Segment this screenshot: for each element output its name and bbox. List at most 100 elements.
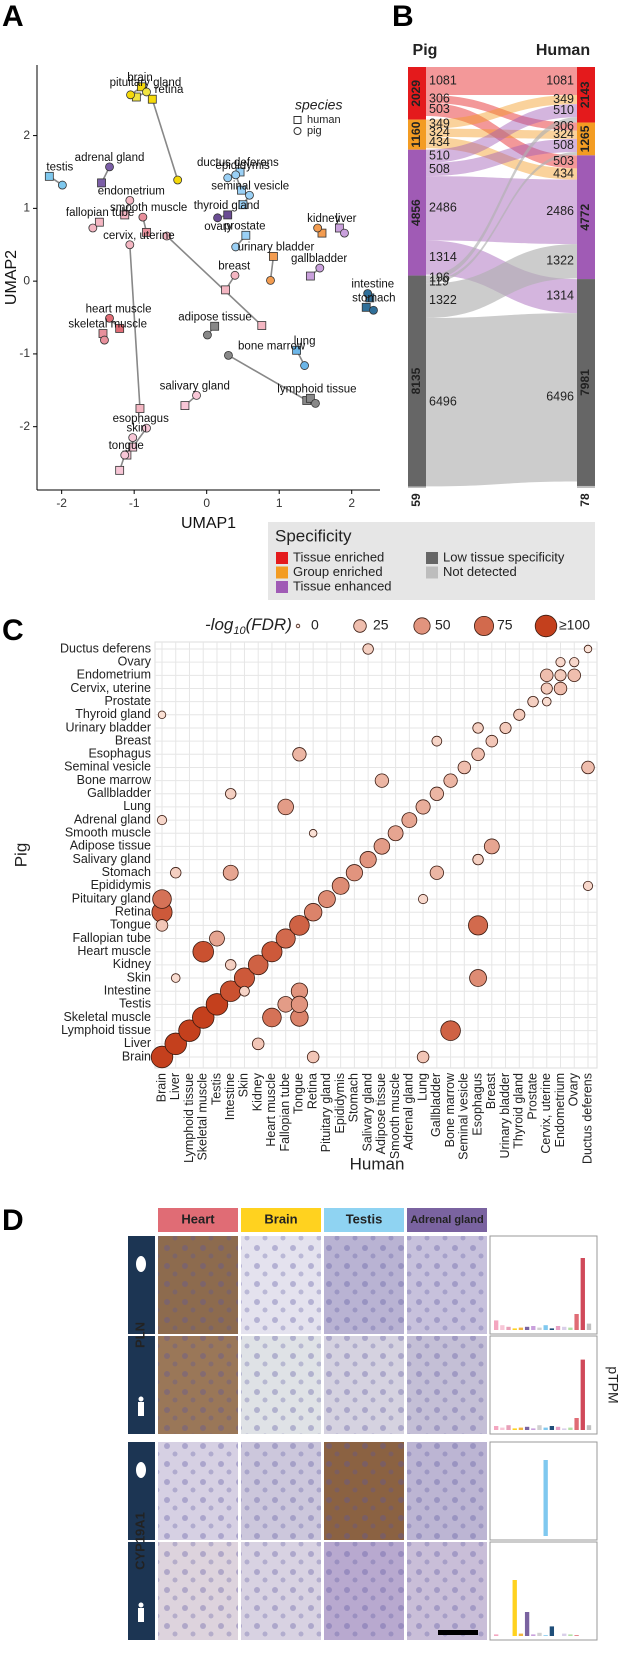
y-tick-label: Intestine [104,983,151,997]
point [125,195,135,205]
panel-label: C [2,614,24,647]
point [137,82,146,92]
point [120,210,130,220]
stack-bar [408,275,426,487]
x-tick-label: Cervix, uterine [539,1073,553,1154]
dot [261,941,283,963]
x-tick-label: Epididymis [333,1073,347,1133]
tissue-texture [324,1542,404,1640]
dot [555,657,566,668]
dot [225,959,237,971]
column-header [407,1208,487,1232]
y-axis-title: Pig [11,843,30,868]
pair-connector [228,354,308,402]
mini-bar [494,1426,499,1430]
y-tick-label: Fallopian tube [72,931,151,945]
mini-bar [586,1323,592,1330]
y-tick-label: Cervix, uterine [70,681,151,695]
stack-label: 2029 [409,80,423,107]
x-tick-label: Ductus deferens [580,1073,594,1164]
point [105,162,114,172]
pig-icon [136,1256,146,1272]
point-label: kidney [307,213,340,225]
point [305,393,315,403]
stack-label: 59 [409,493,423,507]
point-label: gallbladder [291,253,347,265]
dot [469,969,487,987]
flow-label-right: 324 [553,127,574,141]
dot [540,668,554,683]
x-axis-title: UMAP1 [181,515,236,532]
x-tick-label: Lung [415,1073,429,1101]
mini-bar [549,1328,555,1330]
point [231,170,241,180]
point [363,289,373,298]
point [128,433,138,443]
x-tick-label: Bone marrow [443,1072,457,1147]
x-tick-label: -2 [56,496,67,510]
stack-label: 2143 [578,81,592,108]
column-label: Adrenal gland [410,1214,483,1226]
point-label: pituitary gland [110,77,182,89]
flow-label-right: 306 [553,119,574,133]
dot [431,735,443,747]
size-key [474,616,494,636]
size-key [534,614,558,638]
stack-bar [577,122,595,156]
point-label: urinary bladder [238,241,315,253]
mini-bar [543,1460,548,1536]
y-tick-label: 0 [23,273,30,287]
point [245,190,254,200]
mini-bar [531,1326,536,1330]
dot [513,708,526,721]
point [224,350,233,360]
legend-label: Group enriched [293,564,383,579]
x-tick-label: Seminal vesicle [457,1073,471,1160]
y-tick-label: Smooth muscle [65,826,151,840]
point [230,270,240,280]
point [210,321,220,331]
point [292,345,302,355]
dot [457,760,472,775]
size-key-label: 50 [435,617,451,633]
dot [540,682,553,695]
dot [415,799,431,815]
flow [426,313,577,487]
dot [472,853,484,866]
stack-bar [577,485,595,488]
column-header [158,1208,238,1232]
mini-bar [506,1326,511,1330]
x-tick-label: Breast [484,1072,498,1109]
mini-bar [580,1258,585,1330]
y-tick-label: Bone marrow [77,773,152,787]
stack-bar [577,155,595,280]
flow-label-right: 510 [553,103,574,117]
pair-connector [151,98,179,181]
dot [582,880,594,891]
dot [499,721,512,734]
point-label: smooth muscle [110,202,187,214]
legend-swatch [426,552,438,564]
x-tick-label: Kidney [250,1072,264,1111]
y-tick-label: Esophagus [88,747,151,761]
flow-label-right: 349 [553,92,574,106]
point [192,390,201,400]
mini-bar [512,1328,517,1330]
dot [156,815,168,826]
mini-bar [524,1326,530,1330]
y-tick-label: 2 [23,128,30,142]
x-tick-label: Thyroid gland [512,1073,526,1149]
x-tick-label: Skeletal muscle [196,1073,210,1161]
point-label: prostate [224,220,266,232]
x-tick-label: Skin [237,1073,251,1097]
flow-label-right: 434 [553,166,574,180]
flow-label-right: 1322 [546,254,574,268]
species-block [128,1336,155,1434]
dot [251,1037,265,1051]
dot [262,1007,282,1028]
tissue-texture [324,1442,404,1540]
dot [155,919,169,932]
flow-label-right: 1314 [546,288,574,302]
point [361,302,371,312]
flow-label-right: 2486 [546,204,574,218]
